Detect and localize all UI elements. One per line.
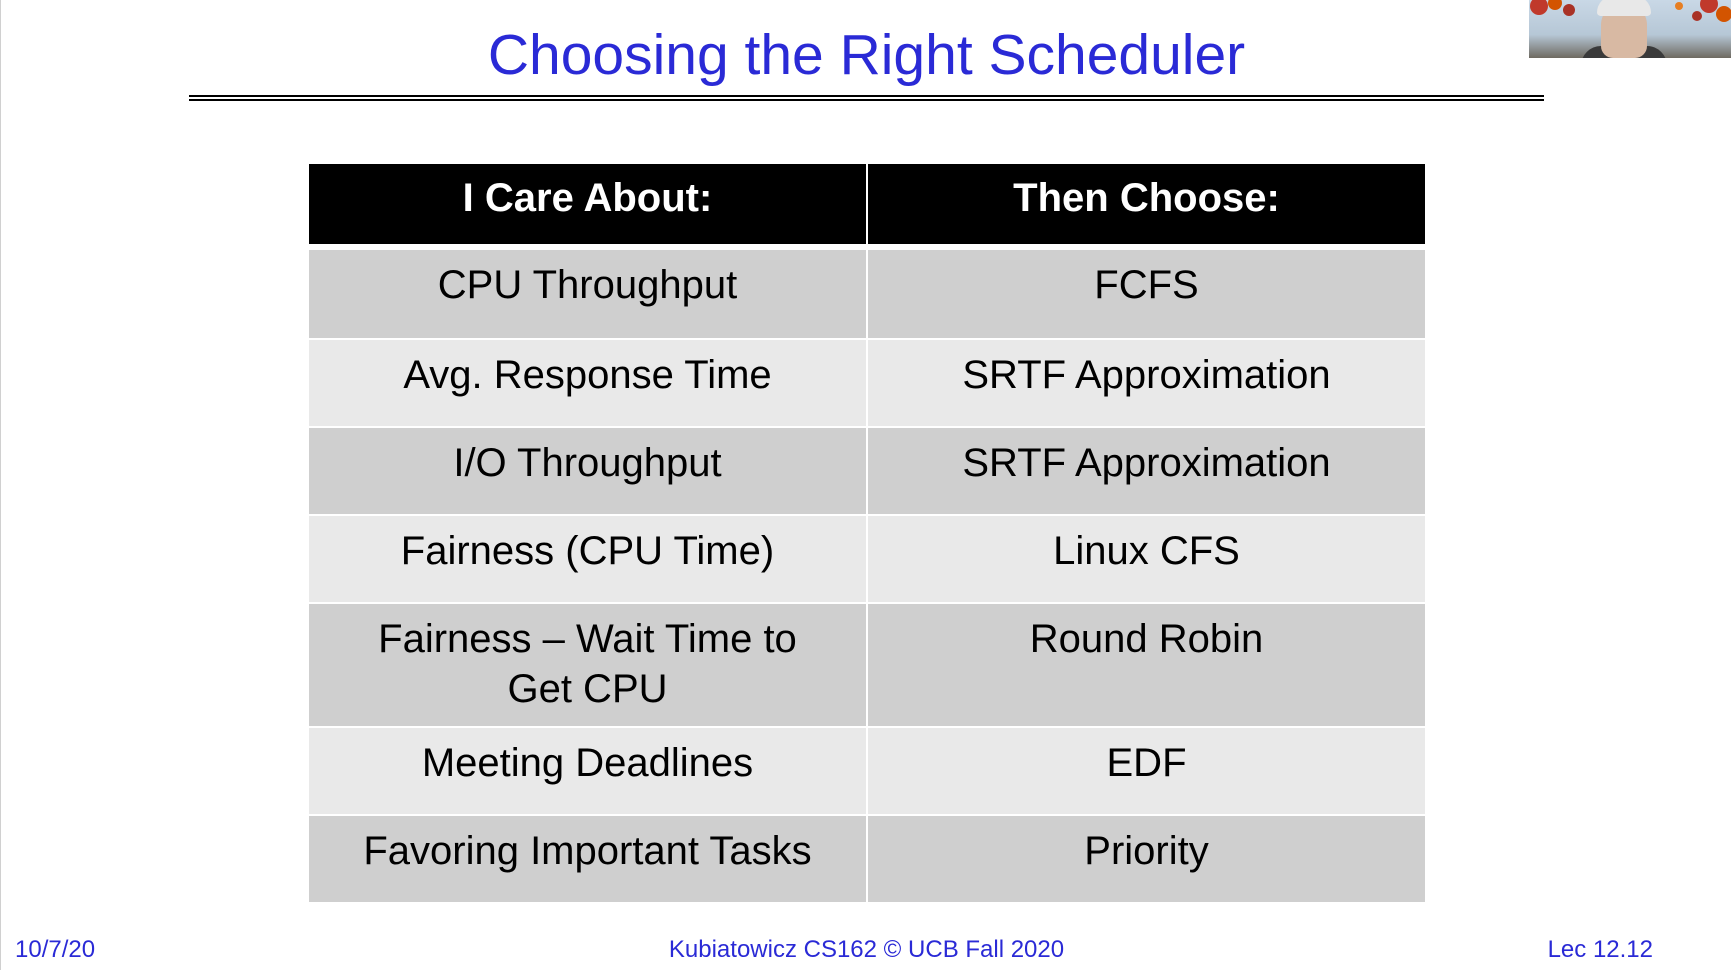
table-cell-concern: CPU Throughput (307, 244, 868, 340)
table-cell-scheduler: EDF (866, 726, 1427, 816)
table-cell-scheduler: Linux CFS (866, 514, 1427, 604)
table-cell-scheduler: Round Robin (866, 602, 1427, 728)
footer-date: 10/7/20 (15, 936, 96, 963)
table-row: Meeting Deadlines EDF (307, 726, 1427, 816)
table-row: Favoring Important Tasks Priority (307, 814, 1427, 904)
scheduler-table: I Care About: Then Choose: CPU Throughpu… (307, 162, 1427, 904)
table-cell-scheduler: SRTF Approximation (866, 426, 1427, 516)
presenter-hair (1597, 0, 1651, 16)
table-row: CPU Throughput FCFS (307, 244, 1427, 340)
table-cell-concern: Meeting Deadlines (307, 726, 868, 816)
table-cell-scheduler: FCFS (866, 244, 1427, 340)
header-then-choose: Then Choose: (866, 162, 1427, 248)
footer-slide-number: Lec 12.12 (1547, 936, 1653, 963)
table-cell-concern: Avg. Response Time (307, 338, 868, 428)
table-cell-concern: Favoring Important Tasks (307, 814, 868, 904)
table-row: Fairness (CPU Time) Linux CFS (307, 514, 1427, 604)
footer-course: Kubiatowicz CS162 © UCB Fall 2020 (668, 936, 1065, 963)
slide-title: Choosing the Right Scheduler (487, 23, 1246, 87)
table-cell-concern: Fairness (CPU Time) (307, 514, 868, 604)
table-cell-concern: Fairness – Wait Time to Get CPU (307, 602, 868, 728)
table-row: I/O Throughput SRTF Approximation (307, 426, 1427, 516)
table-row: Avg. Response Time SRTF Approximation (307, 338, 1427, 428)
background-leaves-icon (1530, 0, 1731, 22)
table-cell-scheduler: SRTF Approximation (866, 338, 1427, 428)
title-underline (189, 95, 1544, 101)
table-cell-scheduler: Priority (866, 814, 1427, 904)
header-care-about: I Care About: (307, 162, 868, 248)
table-row: Fairness – Wait Time to Get CPU Round Ro… (307, 602, 1427, 728)
table-header-row: I Care About: Then Choose: (307, 162, 1427, 248)
table-cell-concern: I/O Throughput (307, 426, 868, 516)
webcam-thumbnail[interactable] (1529, 0, 1731, 58)
